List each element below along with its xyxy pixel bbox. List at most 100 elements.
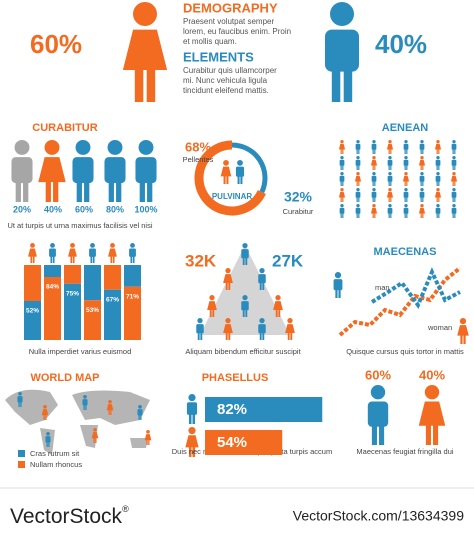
person-icon xyxy=(333,272,343,298)
leg xyxy=(259,282,262,290)
head xyxy=(237,160,243,166)
person-icon xyxy=(223,268,233,290)
leg xyxy=(454,197,456,202)
text: et mollis quam. xyxy=(183,37,237,46)
leg xyxy=(20,401,22,407)
leg xyxy=(340,149,342,154)
donut-name: Curabitur xyxy=(283,207,314,216)
person-icon xyxy=(106,400,114,415)
leg xyxy=(433,424,439,445)
body xyxy=(333,279,343,291)
body xyxy=(418,401,446,426)
leg xyxy=(452,181,454,186)
leg xyxy=(388,197,390,202)
leg xyxy=(436,149,438,154)
leg xyxy=(420,165,422,170)
person-icon xyxy=(387,172,393,186)
person-icon xyxy=(435,204,441,218)
leg xyxy=(287,332,290,340)
body xyxy=(451,191,457,198)
label: 60% xyxy=(365,367,391,382)
column-label: 53% xyxy=(86,307,99,314)
person-icon xyxy=(339,204,345,218)
head xyxy=(197,318,203,324)
donut-label: 68% xyxy=(185,139,211,154)
label: 32K xyxy=(185,251,217,270)
body xyxy=(435,175,441,182)
head xyxy=(356,204,360,208)
body xyxy=(355,159,361,166)
person-icon xyxy=(68,243,77,263)
leg xyxy=(226,175,229,184)
leg xyxy=(390,165,392,170)
head xyxy=(356,156,360,160)
body xyxy=(451,159,457,166)
body xyxy=(386,191,394,198)
percent: 40% xyxy=(375,29,427,59)
head xyxy=(133,2,157,26)
head xyxy=(356,172,360,176)
leg xyxy=(454,165,456,170)
leg xyxy=(388,181,390,186)
leg xyxy=(338,289,341,298)
leg xyxy=(452,149,454,154)
leg xyxy=(134,68,144,102)
leg xyxy=(452,165,454,170)
leg xyxy=(192,413,196,424)
person-icon xyxy=(89,243,96,263)
leg xyxy=(436,165,438,170)
percent: 60% xyxy=(30,29,82,59)
leg xyxy=(228,332,231,340)
leg xyxy=(116,180,122,202)
donut-label: 32% xyxy=(284,189,313,205)
head xyxy=(452,204,456,208)
caption: Ut at turpis ut urna maximus facilisis v… xyxy=(7,221,152,230)
leg xyxy=(372,181,374,186)
head xyxy=(44,140,60,155)
leg xyxy=(240,175,243,184)
leg xyxy=(228,282,231,290)
leg xyxy=(197,332,200,340)
person-icon xyxy=(387,156,393,170)
head xyxy=(404,140,408,144)
head xyxy=(340,188,344,192)
leg xyxy=(223,175,226,184)
body xyxy=(434,191,442,198)
leg xyxy=(52,256,55,263)
body xyxy=(339,159,345,166)
leg xyxy=(372,197,374,202)
head xyxy=(388,188,392,192)
person-icon xyxy=(451,188,457,202)
person-icon xyxy=(386,188,394,202)
body xyxy=(38,157,66,183)
person-icon xyxy=(450,172,458,186)
leg xyxy=(140,414,142,420)
leg xyxy=(212,309,215,317)
leg xyxy=(404,197,406,202)
heading: ELEMENTS xyxy=(183,49,254,64)
leg xyxy=(454,213,456,218)
body xyxy=(106,404,114,411)
head xyxy=(275,295,281,301)
leg xyxy=(379,424,385,445)
body xyxy=(28,248,37,257)
body xyxy=(435,207,441,214)
person-icon xyxy=(403,140,409,154)
body xyxy=(220,166,232,177)
head xyxy=(90,243,95,248)
leg xyxy=(92,256,95,263)
legend-label: man xyxy=(375,283,390,292)
body xyxy=(387,207,393,214)
leg xyxy=(422,181,424,186)
legend-swatch xyxy=(18,461,25,468)
leg xyxy=(460,335,463,344)
person-icon xyxy=(451,156,457,170)
leg xyxy=(438,181,440,186)
leg xyxy=(200,332,203,340)
head xyxy=(372,156,376,160)
leg xyxy=(420,213,422,218)
leg xyxy=(374,213,376,218)
text: mi. Nunc vehicula ligula xyxy=(183,76,268,85)
head xyxy=(30,243,35,248)
body xyxy=(17,396,23,403)
